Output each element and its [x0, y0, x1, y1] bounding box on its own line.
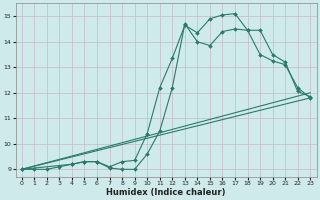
X-axis label: Humidex (Indice chaleur): Humidex (Indice chaleur): [106, 188, 226, 197]
